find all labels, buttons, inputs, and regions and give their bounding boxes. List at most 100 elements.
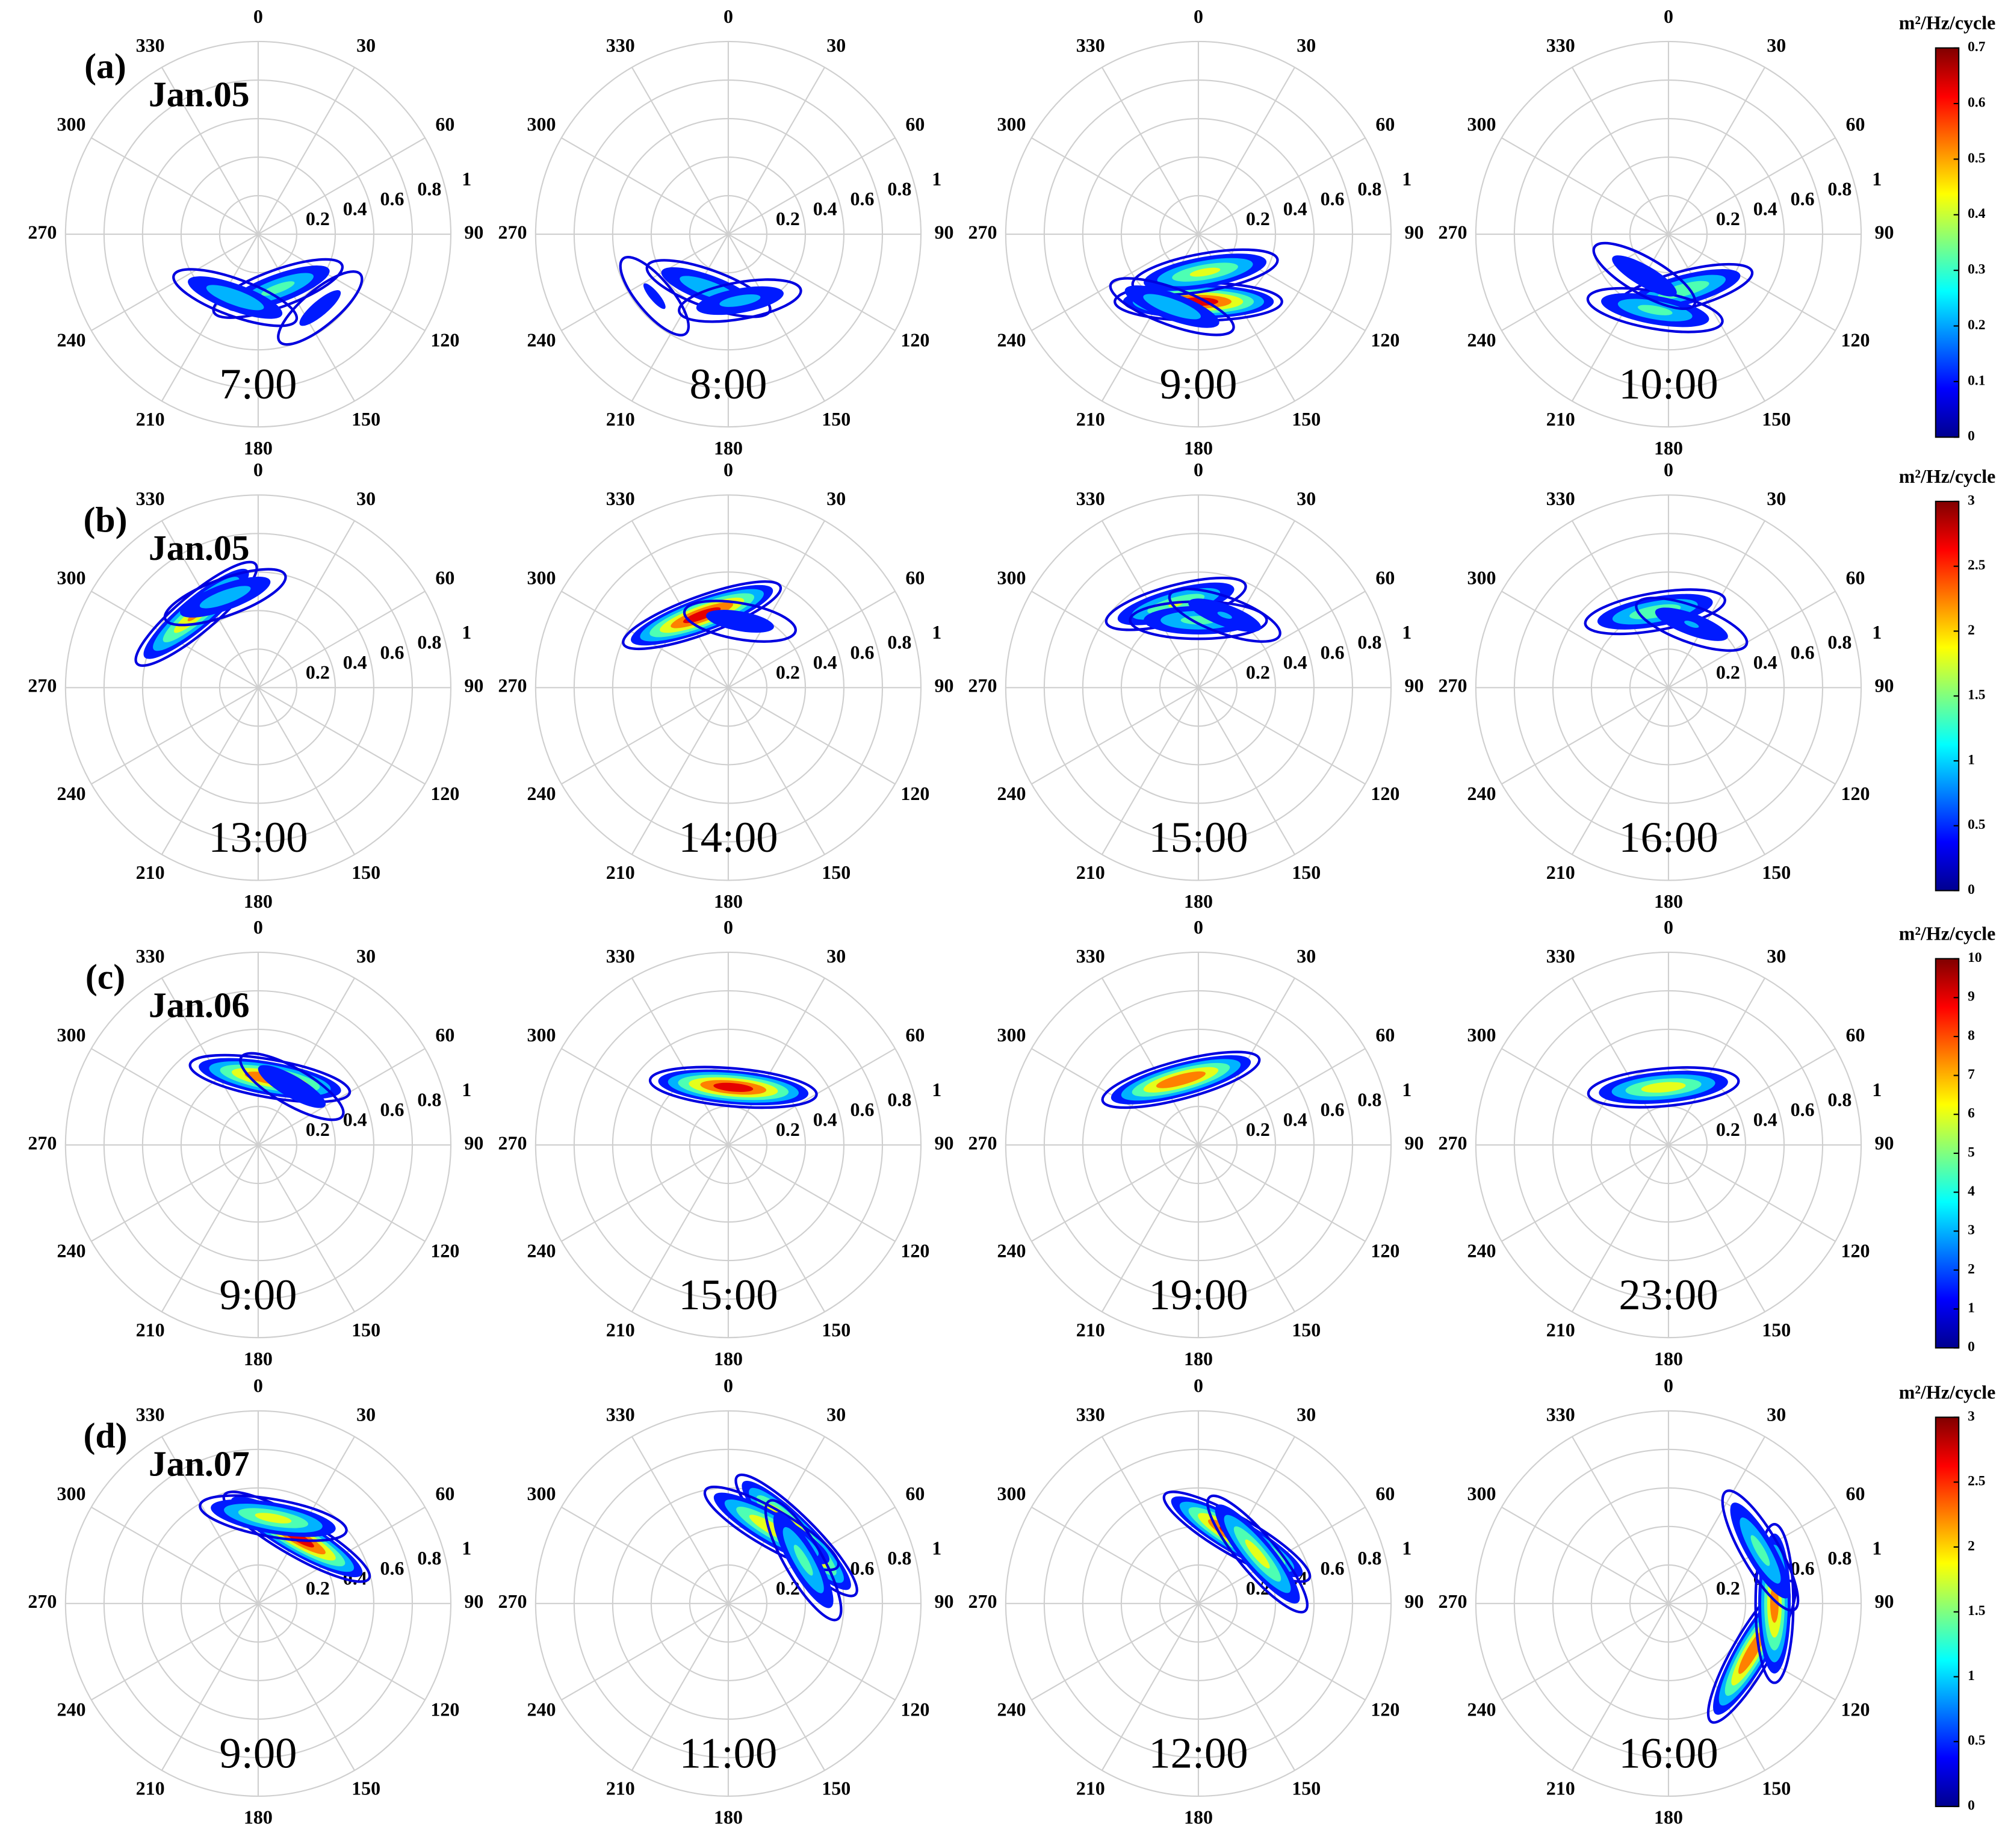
radial-tick-label: 0.2	[776, 208, 800, 229]
angle-tick-label: 330	[1546, 1404, 1575, 1425]
contour	[1168, 588, 1281, 643]
angle-tick-label: 210	[1076, 861, 1105, 883]
grid-spoke	[1501, 591, 1669, 689]
contour	[1206, 1494, 1309, 1614]
angle-tick-label: 30	[826, 1404, 846, 1425]
angle-tick-label: 300	[997, 1483, 1026, 1504]
angle-tick-label: 240	[57, 1698, 85, 1720]
angle-tick-label: 270	[1438, 1132, 1467, 1153]
radial-tick-label: 0.8	[417, 178, 441, 199]
angle-tick-label: 300	[997, 566, 1026, 588]
angle-tick-label: 60	[1845, 1483, 1865, 1504]
angle-tick-label: 60	[1375, 566, 1395, 588]
radial-tick-label: 0.6	[851, 1557, 875, 1579]
radial-tick-label: 0.6	[851, 1099, 875, 1120]
contour	[258, 1065, 326, 1108]
chart-title: 14:00	[678, 813, 778, 861]
grid-spoke	[258, 1144, 426, 1242]
angle-tick-label: 300	[527, 1483, 556, 1504]
grid-spoke	[631, 1436, 729, 1604]
grid-spoke	[728, 1603, 825, 1771]
angle-tick-label: 270	[1438, 675, 1467, 696]
angle-tick-label: 90	[934, 1590, 953, 1612]
colorbar-tick-label: 9	[1968, 989, 1975, 1005]
angle-tick-label: 120	[430, 329, 459, 351]
grid-spoke	[728, 1048, 896, 1146]
angle-tick-label: 270	[28, 1590, 57, 1612]
grid-spoke	[1101, 687, 1199, 855]
angle-tick-label: 210	[1076, 1319, 1105, 1341]
angle-tick-label: 180	[244, 437, 273, 459]
contour	[1217, 612, 1232, 619]
grid-spoke	[1031, 1144, 1199, 1242]
angle-tick-label: 90	[464, 1590, 483, 1612]
radial-tick-label: 0.4	[1283, 198, 1307, 220]
radial-tick-label: 0.6	[1791, 188, 1815, 209]
grid-spoke	[1198, 1048, 1366, 1146]
angle-tick-label: 270	[968, 675, 997, 696]
angle-tick-label: 210	[136, 861, 165, 883]
angle-tick-label: 90	[1404, 675, 1424, 696]
grid-spoke	[257, 1603, 355, 1771]
colorbar-tick-label: 2	[1968, 1261, 1975, 1277]
radial-tick-label: 0.2	[1246, 208, 1270, 229]
angle-tick-label: 60	[1845, 1024, 1865, 1046]
angle-tick-label: 240	[997, 329, 1026, 351]
angle-tick-label: 30	[826, 34, 846, 56]
angle-tick-label: 180	[1654, 890, 1683, 912]
grid-spoke	[257, 520, 355, 688]
radial-tick-label: 0.4	[813, 651, 837, 673]
grid-spoke	[1572, 978, 1669, 1146]
radial-tick-label: 0.4	[1753, 1109, 1777, 1130]
angle-tick-label: 330	[606, 488, 635, 509]
angle-tick-label: 150	[1292, 1319, 1321, 1341]
grid-spoke	[1198, 137, 1366, 235]
radial-tick-label: 0.4	[343, 198, 367, 220]
grid-spoke	[1572, 1436, 1669, 1604]
grid-spoke	[631, 687, 729, 855]
grid-spoke	[728, 234, 825, 402]
angle-tick-label: 210	[1546, 408, 1575, 430]
angle-tick-label: 180	[714, 437, 743, 459]
radial-tick-label: 1	[1872, 168, 1882, 190]
angle-tick-label: 330	[1076, 1404, 1105, 1425]
radial-tick-label: 0.4	[813, 198, 837, 220]
angle-tick-label: 180	[1184, 1348, 1213, 1369]
date-label: Jan.05	[149, 75, 250, 114]
radial-tick-label: 0.2	[306, 208, 330, 229]
colorbar-tick-label: 3	[1968, 1409, 1975, 1424]
angle-tick-label: 30	[1767, 34, 1786, 56]
grid-spoke	[161, 1436, 259, 1604]
angle-tick-label: 180	[714, 1348, 743, 1369]
angle-tick-label: 0	[723, 916, 733, 938]
radial-tick-label: 0.4	[1283, 651, 1307, 673]
chart-title: 9:00	[219, 1270, 297, 1319]
radial-tick-label: 1	[462, 1537, 471, 1559]
radial-tick-label: 0.8	[417, 1088, 441, 1110]
radial-tick-label: 1	[1872, 1537, 1882, 1559]
contour	[1587, 1066, 1740, 1109]
angle-tick-label: 330	[136, 1404, 165, 1425]
radial-tick-label: 0.6	[851, 641, 875, 663]
grid-spoke	[258, 1048, 426, 1146]
angle-tick-label: 330	[136, 34, 165, 56]
contour	[206, 285, 264, 311]
grid-spoke	[561, 234, 729, 332]
colorbar-tick-label: 2.5	[1968, 1474, 1985, 1489]
grid-spoke	[91, 1048, 259, 1146]
angle-tick-label: 210	[136, 1778, 165, 1799]
angle-tick-label: 300	[997, 1024, 1026, 1046]
grid-spoke	[1668, 520, 1765, 688]
grid-spoke	[728, 137, 896, 235]
angle-tick-label: 300	[1467, 1483, 1496, 1504]
radial-tick-label: 1	[1872, 621, 1882, 643]
angle-tick-label: 240	[57, 329, 85, 351]
grid-spoke	[161, 234, 259, 402]
grid-spoke	[1198, 1144, 1366, 1242]
radial-tick-label: 1	[462, 621, 471, 643]
chart-title: 13:00	[208, 813, 308, 861]
radial-tick-label: 0.2	[306, 661, 330, 683]
grid-spoke	[728, 687, 896, 785]
angle-tick-label: 210	[1076, 1778, 1105, 1799]
contour	[1131, 248, 1279, 296]
